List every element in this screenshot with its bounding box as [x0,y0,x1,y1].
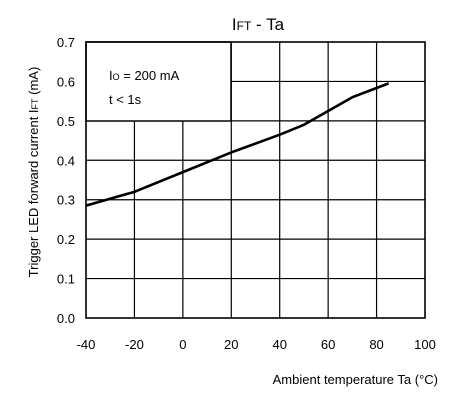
annotation-line-1-sub: O [113,72,120,82]
x-tick-label: 40 [272,337,286,352]
y-tick-label: 0.3 [57,193,75,208]
chart-title-main: I [232,15,237,34]
chart-title: IFT - Ta [232,15,285,34]
y-axis-label-sub: FT [30,98,40,109]
y-tick-label: 0.0 [57,311,75,326]
chart-title-sub: FT [237,19,252,33]
y-tick-label: 0.7 [57,35,75,50]
series-line [85,82,390,207]
plot-frame [85,41,426,319]
annotation-box: IO = 200 mA t < 1s [85,41,232,122]
x-tick-label: -40 [77,337,96,352]
y-tick-label: 0.6 [57,74,75,89]
y-tick-label: 0.5 [57,114,75,129]
annotation-box-frame [85,41,232,122]
x-axis-label: Ambient temperature Ta (°C) [273,372,438,387]
y-axis-label-main: Trigger LED forward current I [26,109,41,277]
y-tick-label: 0.1 [57,272,75,287]
y-tick-label: 0.2 [57,232,75,247]
chart-title-rest: - Ta [251,15,284,34]
y-tick-label: 0.4 [57,153,75,168]
x-tick-label: 100 [414,337,436,352]
annotation-line-2: t < 1s [109,92,142,107]
plot-border [85,41,426,319]
tick-labels: -40 -20 0 20 40 60 80 100 0.0 0.1 0.2 0.3 0.4 0.5 0.6 0… [57,35,436,352]
x-tick-label: 20 [224,337,238,352]
x-tick-label: -20 [125,337,144,352]
x-tick-label: 80 [369,337,383,352]
series-layer [85,82,390,207]
x-tick-label: 60 [321,337,335,352]
annotation-line-1: IO = 200 mA [109,68,180,83]
annotation-line-1-main: I [109,68,113,83]
y-axis-label: Trigger LED forward current IFT (mA) [26,67,41,278]
annotation-line-1-rest: = 200 mA [120,68,180,83]
y-axis-label-rest: (mA) [26,67,41,99]
x-tick-label: 0 [179,337,186,352]
